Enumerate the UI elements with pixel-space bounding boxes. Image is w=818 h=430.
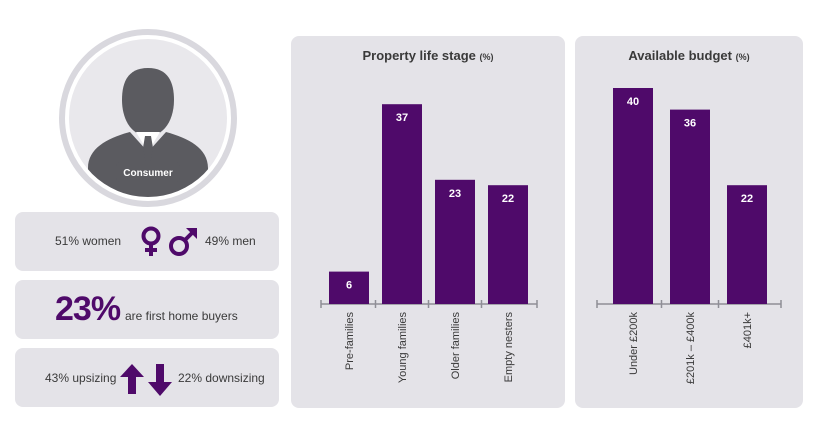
category-label: Older families: [450, 312, 462, 380]
female-icon: [141, 226, 161, 256]
data-label: 23: [449, 188, 461, 200]
bar: [329, 271, 369, 304]
category-label: £201k – £400k: [685, 312, 697, 385]
data-label: 36: [684, 118, 696, 130]
category-label: £401k+: [742, 312, 754, 348]
person-icon: Consumer: [59, 29, 237, 207]
budget-title-text: Available budget: [628, 48, 732, 63]
life-stage-title-text: Property life stage: [362, 48, 476, 63]
budget-chart: 40 Under £200k 36 £201k – £400k 22 £401k+: [596, 88, 782, 385]
category-label: Young families: [397, 312, 409, 384]
upsizing-stat: 43% upsizing: [45, 371, 117, 385]
consumer-label: Consumer: [123, 168, 173, 179]
category-label: Empty nesters: [503, 312, 515, 383]
male-icon: [169, 228, 197, 256]
life-stage-unit: (%): [479, 52, 494, 62]
data-label: 40: [627, 96, 639, 108]
life-stage-title: Property life stage (%): [291, 48, 565, 63]
men-stat: 49% men: [205, 234, 256, 248]
bar: [670, 109, 710, 304]
life-stage-chart: 6 Pre-families 37 Young families 23 Older fam…: [320, 104, 538, 384]
life-stage-panel: Property life stage (%) 6 Pre-families 37 Y…: [291, 36, 565, 408]
first-home-percent: 23%: [55, 290, 121, 328]
category-label: Under £200k: [628, 312, 640, 375]
bar: [727, 185, 767, 304]
budget-panel: Available budget (%) 40 Under £200k 36 £201…: [575, 36, 803, 408]
bar: [435, 179, 475, 304]
data-label: 22: [502, 193, 514, 205]
arrow-up-icon: [120, 364, 144, 394]
downsizing-stat: 22% downsizing: [178, 371, 265, 385]
budget-title: Available budget (%): [575, 48, 803, 63]
arrow-down-icon: [148, 364, 172, 396]
data-label: 22: [741, 193, 753, 205]
first-home-card: 23% are first home buyers: [15, 280, 279, 339]
bar: [488, 185, 528, 304]
bar: [613, 88, 653, 304]
consumer-avatar: Consumer: [58, 28, 238, 208]
sizing-card: 43% upsizing 22% downsizing: [15, 348, 279, 407]
first-home-text: are first home buyers: [125, 309, 238, 323]
bar: [382, 104, 422, 304]
budget-unit: (%): [735, 52, 750, 62]
data-label: 37: [396, 112, 408, 124]
gender-card: 51% women 49% men: [15, 212, 279, 271]
women-stat: 51% women: [55, 234, 122, 248]
data-label: 6: [346, 280, 352, 292]
category-label: Pre-families: [344, 312, 356, 371]
